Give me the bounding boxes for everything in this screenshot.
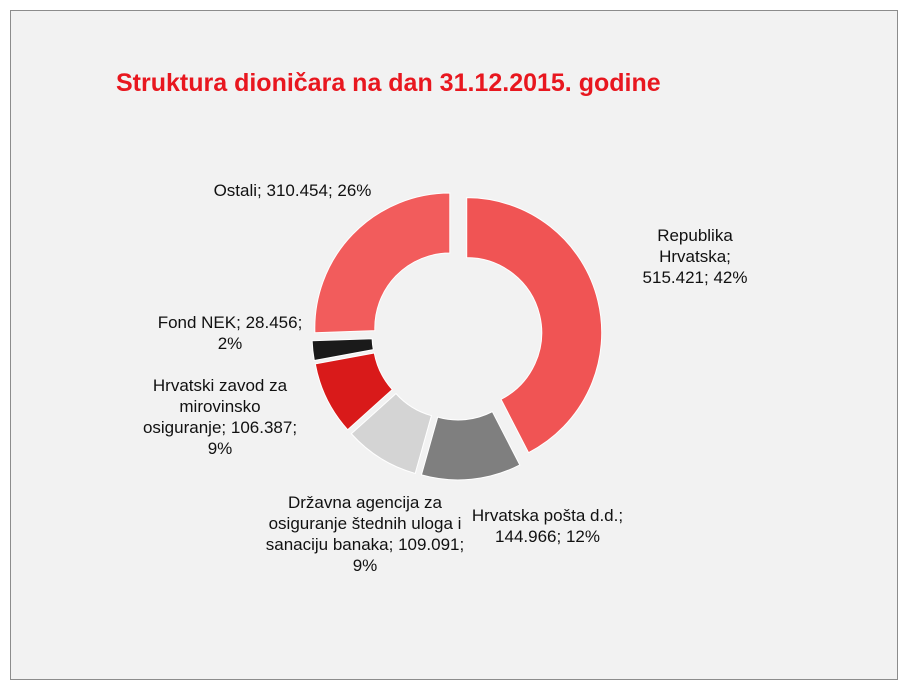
label-part: Republika Hrvatska	[657, 226, 733, 266]
label-part: 9%	[352, 556, 378, 575]
label-part: 106.387	[230, 418, 293, 437]
donut-slice	[311, 338, 374, 362]
label-part: ;	[257, 181, 267, 200]
data-label: Fond NEK; 28.456; 2%	[155, 312, 305, 354]
label-part: Fond NEK	[157, 313, 237, 332]
label-part: 12%	[565, 527, 600, 546]
label-part: 2%	[217, 334, 243, 353]
data-label: Državna agencija za osiguranje štednih u…	[265, 492, 465, 576]
label-part: Hrvatski zavod za mirovinsko osiguranje	[142, 376, 288, 437]
label-part: 9%	[207, 439, 233, 458]
donut-slice	[314, 352, 393, 431]
label-part: ;	[297, 313, 303, 332]
chart-frame: Struktura dioničara na dan 31.12.2015. g…	[10, 10, 898, 680]
data-label: Ostali; 310.454; 26%	[205, 180, 380, 201]
label-part: 26%	[337, 181, 372, 200]
label-part: ;	[327, 181, 338, 200]
label-part: ;	[459, 535, 465, 554]
label-part: 109.091	[398, 535, 460, 554]
data-label: Hrvatska pošta d.d.; 144.966; 12%	[470, 505, 625, 547]
label-part: 144.966	[495, 527, 557, 546]
donut-slice	[466, 197, 603, 454]
chart-title: Struktura dioničara na dan 31.12.2015. g…	[116, 69, 661, 97]
label-part: ;	[292, 418, 298, 437]
label-part: Ostali	[213, 181, 258, 200]
label-part: 310.454	[266, 181, 328, 200]
label-part: Hrvatska pošta d.d.	[471, 506, 619, 525]
label-part: 515.421	[642, 268, 704, 287]
data-label: Republika Hrvatska; 515.421; 42%	[625, 225, 765, 288]
label-part: ;	[618, 506, 624, 525]
label-part: ;	[221, 418, 231, 437]
label-part: ;	[726, 247, 731, 266]
donut-slice	[350, 392, 433, 475]
label-part: 28.456	[245, 313, 298, 332]
label-part: ;	[236, 313, 246, 332]
label-part: ;	[703, 268, 714, 287]
label-part: ;	[388, 535, 399, 554]
donut-slice	[314, 192, 451, 334]
label-part: 42%	[713, 268, 748, 287]
donut-slice	[420, 410, 521, 481]
data-label: Hrvatski zavod za mirovinsko osiguranje;…	[140, 375, 300, 459]
label-part: Državna agencija za osiguranje štednih u…	[265, 493, 462, 554]
label-part: ;	[556, 527, 566, 546]
